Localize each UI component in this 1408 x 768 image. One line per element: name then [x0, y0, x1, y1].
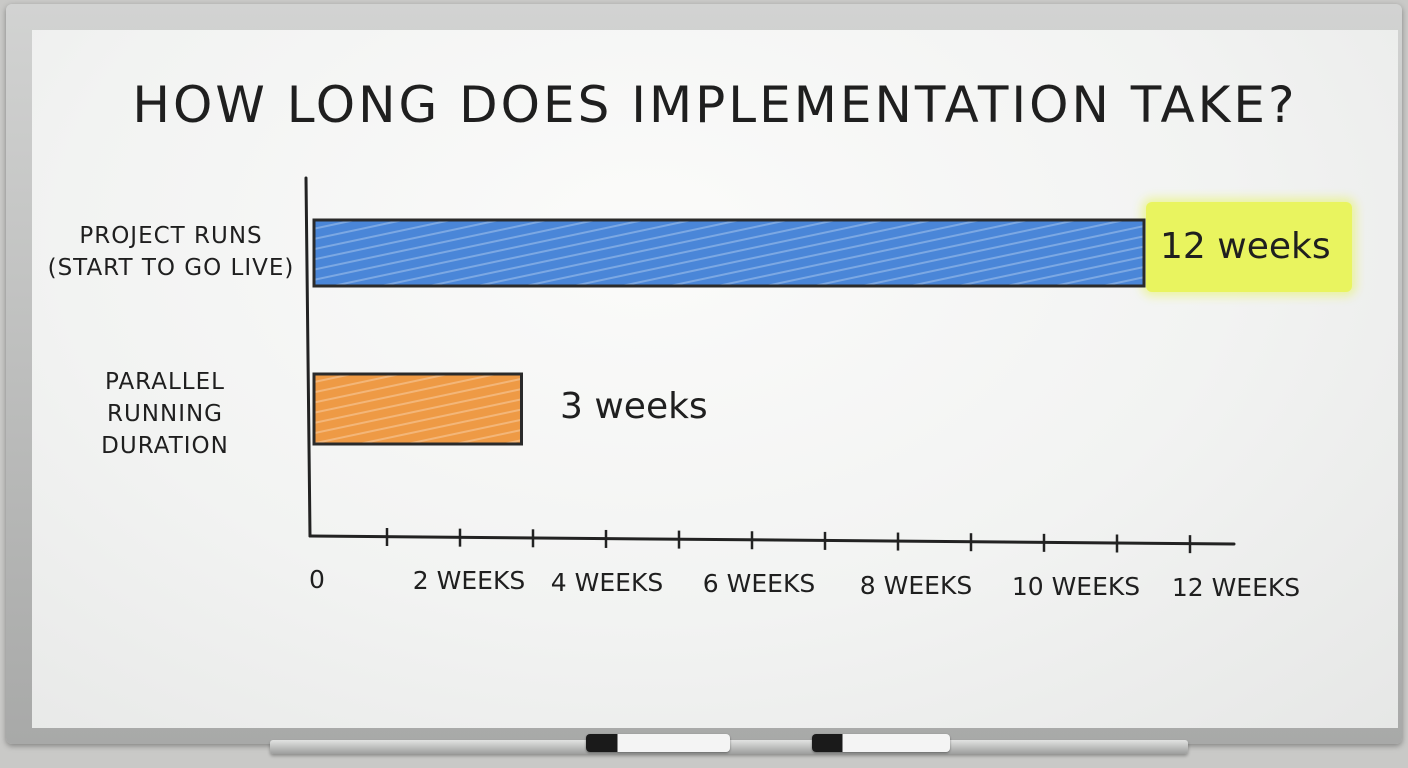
- x-tick-label: 6 WEEKS: [702, 569, 816, 599]
- x-tick-label: 0: [309, 565, 325, 594]
- value-highlight: [1146, 202, 1352, 292]
- bar-chart: [304, 176, 1236, 554]
- whiteboard-surface: HOW LONG DOES IMPLEMENTATION TAKE? PROJE…: [32, 30, 1398, 728]
- y-axis-line: [304, 176, 312, 538]
- x-tick-label: 4 WEEKS: [550, 567, 664, 597]
- value-label-parallel-running: 3 weeks: [560, 386, 708, 427]
- category-label-parallel-running: PARALLEL RUNNING DURATION: [101, 369, 229, 459]
- whiteboard-frame: HOW LONG DOES IMPLEMENTATION TAKE? PROJE…: [6, 4, 1402, 744]
- x-tick-label: 12 WEEKS: [1171, 573, 1301, 603]
- bar-parallel-running: [312, 372, 523, 446]
- category-label-project-runs: PROJECT RUNS (START TO GO LIVE): [47, 223, 295, 281]
- value-label-project-runs: 12 weeks: [1160, 226, 1331, 267]
- marker-pen[interactable]: [812, 734, 950, 752]
- x-tick-label: 2 WEEKS: [412, 566, 526, 596]
- bar-project-runs: [312, 218, 1146, 288]
- marker-pen[interactable]: [586, 734, 730, 752]
- chart-title: HOW LONG DOES IMPLEMENTATION TAKE?: [132, 76, 1298, 134]
- x-tick-label: 10 WEEKS: [1011, 572, 1141, 601]
- x-axis-line: [308, 534, 1236, 546]
- x-tick-label: 8 WEEKS: [859, 570, 973, 600]
